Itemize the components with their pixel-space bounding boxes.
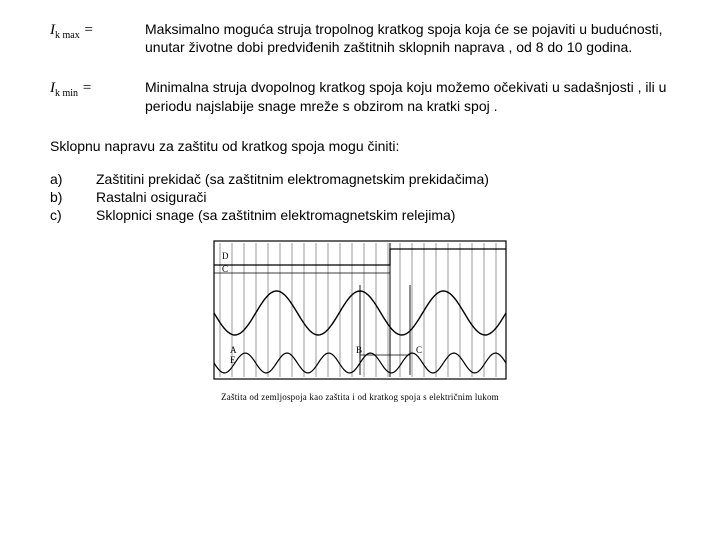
sym-sub: k min xyxy=(55,88,78,99)
definition-row: Ik min = Minimalna struja dvopolnog krat… xyxy=(50,78,670,114)
list-text: Sklopnici snage (sa zaštitnim elektromag… xyxy=(96,207,670,223)
sym-tail: = xyxy=(78,80,92,96)
definition-text-max: Maksimalno moguća struja tropolnog kratk… xyxy=(145,20,670,56)
list-letter: a) xyxy=(50,171,96,187)
definition-text-min: Minimalna struja dvopolnog kratkog spoja… xyxy=(145,78,670,114)
symbol-ik-max: Ik max = xyxy=(50,20,145,41)
svg-text:C: C xyxy=(222,264,228,274)
svg-text:A: A xyxy=(230,345,237,355)
chart-caption: Zaštita od zemljospoja kao zaštita i od … xyxy=(50,392,670,402)
waveform-svg: DCABCE xyxy=(210,235,510,385)
symbol-ik-min: Ik min = xyxy=(50,78,145,99)
page-content: Ik max = Maksimalno moguća struja tropol… xyxy=(0,0,720,412)
svg-text:C: C xyxy=(416,345,422,355)
list-item: a) Zaštitini prekidač (sa zaštitnim elek… xyxy=(50,171,670,187)
sym-tail: = xyxy=(80,22,94,38)
definition-row: Ik max = Maksimalno moguća struja tropol… xyxy=(50,20,670,56)
svg-text:E: E xyxy=(230,355,236,365)
list-text: Zaštitini prekidač (sa zaštitnim elektro… xyxy=(96,171,670,187)
waveform-chart-container: DCABCE Zaštita od zemljospoja kao zaštit… xyxy=(50,235,670,402)
sym-sub: k max xyxy=(55,30,80,41)
list-letter: c) xyxy=(50,207,96,223)
list-letter: b) xyxy=(50,189,96,205)
list-item: b) Rastalni osigurači xyxy=(50,189,670,205)
svg-text:D: D xyxy=(222,251,229,261)
list-item: c) Sklopnici snage (sa zaštitnim elektro… xyxy=(50,207,670,223)
svg-text:B: B xyxy=(356,345,362,355)
intro-text: Sklopnu napravu za zaštitu od kratkog sp… xyxy=(50,137,670,155)
waveform-chart: DCABCE xyxy=(210,235,510,388)
list-text: Rastalni osigurači xyxy=(96,189,670,205)
device-list: a) Zaštitini prekidač (sa zaštitnim elek… xyxy=(50,171,670,223)
